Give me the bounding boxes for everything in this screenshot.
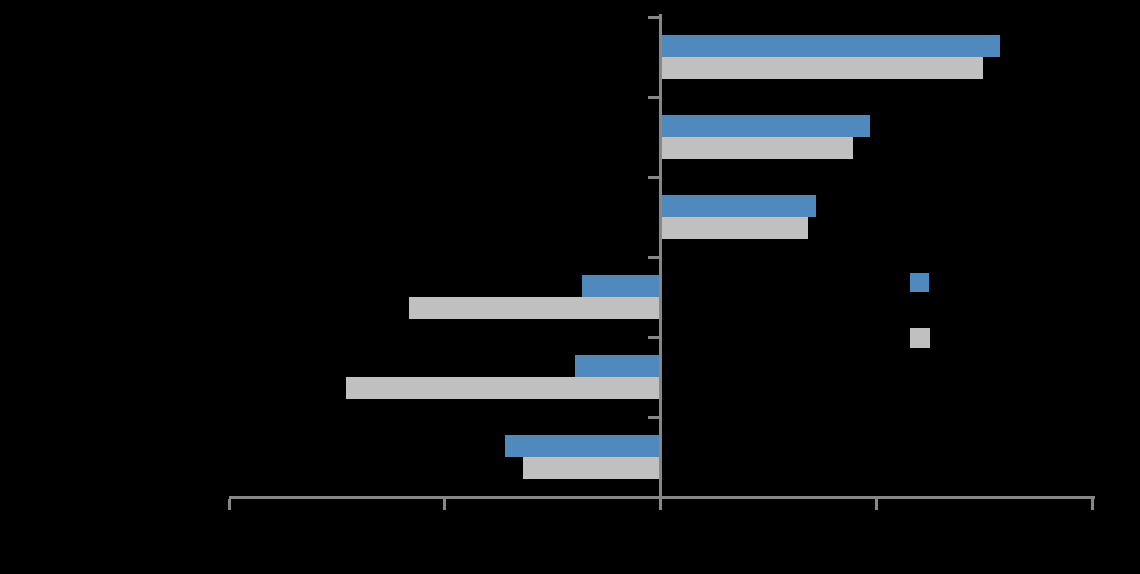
- bar-series-1-cat3: [660, 195, 816, 217]
- bar-series-2-cat5: [345, 377, 661, 399]
- bar-series-1-cat5: [575, 355, 661, 377]
- value-axis-tick: [1090, 499, 1094, 510]
- value-axis-line: [229, 496, 1095, 499]
- bar-series-1-cat4: [581, 275, 661, 297]
- legend-swatch-series-1: [910, 273, 929, 292]
- bar-series-2-cat4: [409, 297, 661, 319]
- category-axis-tick: [648, 15, 659, 19]
- bar-series-1-cat2: [660, 115, 870, 137]
- value-axis-tick: [874, 499, 878, 510]
- category-axis-tick: [648, 415, 659, 419]
- bar-series-2-cat2: [660, 137, 853, 159]
- value-axis-tick: [659, 499, 662, 510]
- bar-series-2-cat3: [660, 217, 809, 239]
- bar-series-1-cat1: [660, 35, 1001, 57]
- category-axis-tick: [648, 335, 659, 339]
- category-axis-line: [659, 14, 662, 497]
- category-axis-tick: [648, 255, 659, 259]
- bar-series-2-cat1: [660, 57, 984, 79]
- value-axis-tick: [227, 499, 231, 510]
- category-axis-tick: [648, 175, 659, 179]
- bar-series-1-cat6: [505, 435, 661, 457]
- bar-series-2-cat6: [523, 457, 661, 479]
- legend-swatch-series-2: [910, 328, 930, 348]
- value-axis-tick: [443, 499, 447, 510]
- category-axis-tick: [648, 95, 659, 99]
